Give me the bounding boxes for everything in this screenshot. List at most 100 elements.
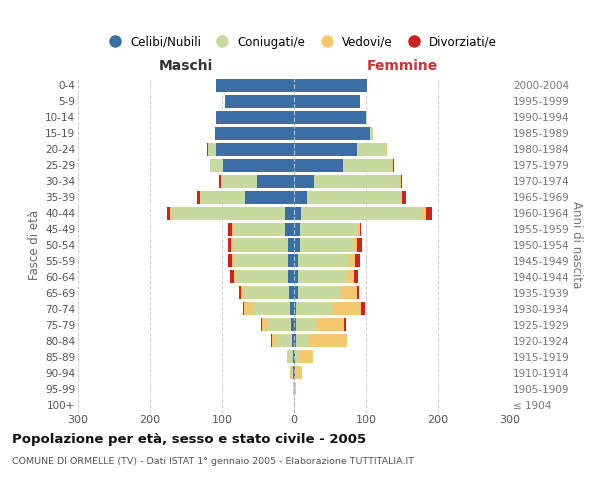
Bar <box>197 190 200 203</box>
Bar <box>296 302 332 316</box>
Bar <box>236 270 288 283</box>
Bar <box>207 142 208 156</box>
Bar <box>354 238 358 252</box>
Bar <box>233 238 287 252</box>
Bar <box>401 174 402 188</box>
Bar <box>358 222 359 235</box>
Bar <box>399 174 401 188</box>
Y-axis label: Fasce di età: Fasce di età <box>28 210 41 280</box>
Legend: Celibi/Nubili, Coniugati/e, Vedovi/e, Divorziati/e: Celibi/Nubili, Coniugati/e, Vedovi/e, Di… <box>98 31 502 54</box>
Bar <box>223 158 294 172</box>
Bar <box>294 127 370 140</box>
Bar <box>229 254 232 268</box>
Bar <box>232 222 233 235</box>
Bar <box>294 302 296 316</box>
Bar <box>294 238 300 252</box>
Bar <box>291 318 294 332</box>
Bar <box>228 238 232 252</box>
Bar <box>349 254 355 268</box>
Bar <box>172 206 286 220</box>
Bar <box>293 382 294 395</box>
Bar <box>208 142 216 156</box>
Bar <box>370 127 373 140</box>
Bar <box>229 222 232 235</box>
Bar <box>219 174 221 188</box>
Bar <box>358 238 362 252</box>
Bar <box>294 111 366 124</box>
Bar <box>232 238 233 252</box>
Bar <box>233 270 236 283</box>
Bar <box>392 158 394 172</box>
Bar <box>344 318 346 332</box>
Bar <box>294 254 298 268</box>
Bar <box>294 366 295 379</box>
Bar <box>293 350 294 363</box>
Bar <box>332 302 361 316</box>
Bar <box>295 350 299 363</box>
Bar <box>241 286 244 300</box>
Bar <box>295 382 296 395</box>
Bar <box>295 366 296 379</box>
Bar <box>299 350 313 363</box>
Bar <box>272 334 276 347</box>
Bar <box>288 350 293 363</box>
Bar <box>294 222 300 235</box>
Bar <box>294 334 296 347</box>
Bar <box>347 270 354 283</box>
Bar <box>296 318 316 332</box>
Bar <box>356 286 359 300</box>
Bar <box>200 190 245 203</box>
Bar <box>294 206 301 220</box>
Bar <box>215 127 294 140</box>
Bar <box>233 254 288 268</box>
Bar <box>290 302 294 316</box>
Bar <box>309 334 347 347</box>
Bar <box>287 238 294 252</box>
Bar <box>216 142 294 156</box>
Bar <box>300 238 354 252</box>
Bar <box>359 222 361 235</box>
Bar <box>296 366 302 379</box>
Bar <box>422 206 426 220</box>
Bar <box>253 302 290 316</box>
Bar <box>261 318 262 332</box>
Bar <box>291 366 293 379</box>
Bar <box>361 302 365 316</box>
Bar <box>268 318 291 332</box>
Bar <box>294 190 307 203</box>
Bar <box>225 95 294 108</box>
Bar <box>307 190 401 203</box>
Bar <box>233 222 286 235</box>
Bar <box>244 286 289 300</box>
Bar <box>216 79 294 92</box>
Bar <box>232 254 233 268</box>
Text: Maschi: Maschi <box>159 58 213 72</box>
Bar <box>298 286 341 300</box>
Text: Femmine: Femmine <box>367 58 437 72</box>
Bar <box>239 286 241 300</box>
Bar <box>343 158 392 172</box>
Bar <box>230 270 233 283</box>
Bar <box>316 318 344 332</box>
Bar <box>287 350 288 363</box>
Bar <box>294 286 298 300</box>
Bar <box>294 270 298 283</box>
Bar <box>354 270 358 283</box>
Bar <box>221 174 257 188</box>
Bar <box>294 174 314 188</box>
Bar <box>292 334 294 347</box>
Bar <box>366 111 367 124</box>
Bar <box>286 222 294 235</box>
Bar <box>216 111 294 124</box>
Bar <box>271 334 272 347</box>
Bar <box>293 366 294 379</box>
Bar <box>294 382 295 395</box>
Bar <box>244 302 253 316</box>
Bar <box>167 206 170 220</box>
Bar <box>298 270 347 283</box>
Bar <box>294 79 367 92</box>
Bar <box>401 190 402 203</box>
Bar <box>402 190 406 203</box>
Bar <box>243 302 244 316</box>
Bar <box>210 158 211 172</box>
